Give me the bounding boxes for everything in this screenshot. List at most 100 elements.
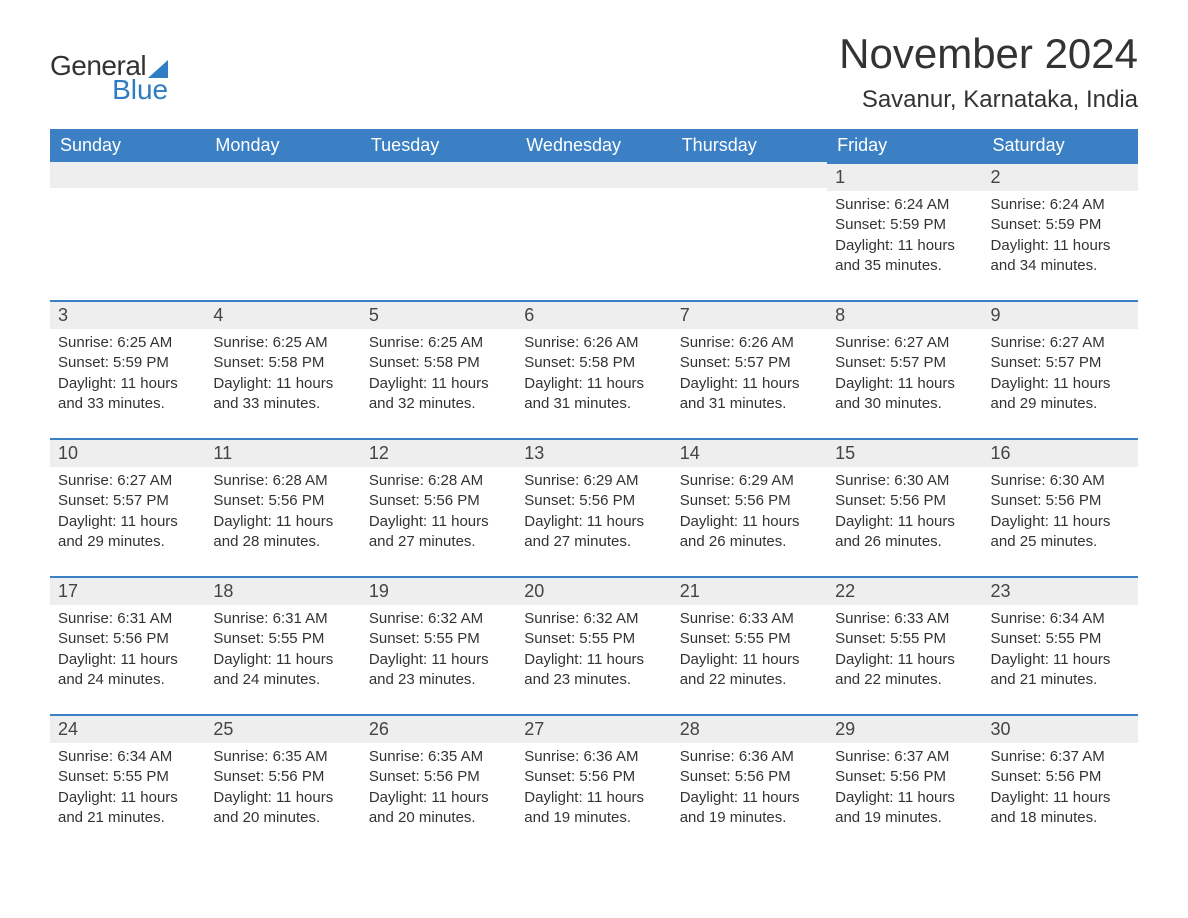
location: Savanur, Karnataka, India: [839, 86, 1138, 114]
day-details: Sunrise: 6:32 AMSunset: 5:55 PMDaylight:…: [361, 605, 516, 694]
sunrise-text: Sunrise: 6:34 AM: [58, 747, 197, 767]
weekday-header: Friday: [827, 129, 982, 162]
sunrise-text: Sunrise: 6:35 AM: [369, 747, 508, 767]
empty-day-bar: [516, 162, 671, 188]
day-details: Sunrise: 6:32 AMSunset: 5:55 PMDaylight:…: [516, 605, 671, 694]
day-details: Sunrise: 6:33 AMSunset: 5:55 PMDaylight:…: [827, 605, 982, 694]
calendar-day-cell: 7Sunrise: 6:26 AMSunset: 5:57 PMDaylight…: [672, 300, 827, 438]
sunrise-text: Sunrise: 6:27 AM: [991, 333, 1130, 353]
calendar-day-cell: 5Sunrise: 6:25 AMSunset: 5:58 PMDaylight…: [361, 300, 516, 438]
sunset-text: Sunset: 5:55 PM: [213, 629, 352, 649]
day-details: Sunrise: 6:24 AMSunset: 5:59 PMDaylight:…: [827, 191, 982, 280]
sunset-text: Sunset: 5:56 PM: [835, 767, 974, 787]
daylight-text: Daylight: 11 hours and 28 minutes.: [213, 512, 352, 553]
calendar-day-cell: 22Sunrise: 6:33 AMSunset: 5:55 PMDayligh…: [827, 576, 982, 714]
sunset-text: Sunset: 5:58 PM: [524, 353, 663, 373]
day-number: 20: [516, 576, 671, 605]
day-number: 11: [205, 438, 360, 467]
calendar-day-cell: 3Sunrise: 6:25 AMSunset: 5:59 PMDaylight…: [50, 300, 205, 438]
day-details: Sunrise: 6:31 AMSunset: 5:56 PMDaylight:…: [50, 605, 205, 694]
calendar-day-cell: 21Sunrise: 6:33 AMSunset: 5:55 PMDayligh…: [672, 576, 827, 714]
day-number: 7: [672, 300, 827, 329]
daylight-text: Daylight: 11 hours and 22 minutes.: [835, 650, 974, 691]
day-details: Sunrise: 6:37 AMSunset: 5:56 PMDaylight:…: [827, 743, 982, 832]
sunrise-text: Sunrise: 6:28 AM: [213, 471, 352, 491]
day-details: Sunrise: 6:28 AMSunset: 5:56 PMDaylight:…: [205, 467, 360, 556]
sunset-text: Sunset: 5:56 PM: [58, 629, 197, 649]
calendar-day-cell: 23Sunrise: 6:34 AMSunset: 5:55 PMDayligh…: [983, 576, 1138, 714]
sunrise-text: Sunrise: 6:37 AM: [835, 747, 974, 767]
daylight-text: Daylight: 11 hours and 23 minutes.: [369, 650, 508, 691]
weekday-header: Sunday: [50, 129, 205, 162]
sunset-text: Sunset: 5:56 PM: [991, 767, 1130, 787]
daylight-text: Daylight: 11 hours and 19 minutes.: [835, 788, 974, 829]
day-number: 17: [50, 576, 205, 605]
sunrise-text: Sunrise: 6:25 AM: [369, 333, 508, 353]
calendar-day-cell: 1Sunrise: 6:24 AMSunset: 5:59 PMDaylight…: [827, 162, 982, 300]
calendar-day-cell: 11Sunrise: 6:28 AMSunset: 5:56 PMDayligh…: [205, 438, 360, 576]
sunrise-text: Sunrise: 6:31 AM: [213, 609, 352, 629]
day-details: Sunrise: 6:27 AMSunset: 5:57 PMDaylight:…: [983, 329, 1138, 418]
sunset-text: Sunset: 5:56 PM: [369, 767, 508, 787]
sunset-text: Sunset: 5:59 PM: [58, 353, 197, 373]
header: General Blue November 2024 Savanur, Karn…: [50, 30, 1138, 114]
calendar-day-cell: 14Sunrise: 6:29 AMSunset: 5:56 PMDayligh…: [672, 438, 827, 576]
day-number: 1: [827, 162, 982, 191]
sunset-text: Sunset: 5:55 PM: [835, 629, 974, 649]
sunrise-text: Sunrise: 6:24 AM: [991, 195, 1130, 215]
sunset-text: Sunset: 5:55 PM: [680, 629, 819, 649]
calendar-day-cell: 25Sunrise: 6:35 AMSunset: 5:56 PMDayligh…: [205, 714, 360, 852]
daylight-text: Daylight: 11 hours and 20 minutes.: [369, 788, 508, 829]
day-details: Sunrise: 6:34 AMSunset: 5:55 PMDaylight:…: [50, 743, 205, 832]
calendar-day-cell: [205, 162, 360, 300]
day-details: Sunrise: 6:35 AMSunset: 5:56 PMDaylight:…: [205, 743, 360, 832]
weekday-header: Thursday: [672, 129, 827, 162]
day-details: Sunrise: 6:25 AMSunset: 5:58 PMDaylight:…: [205, 329, 360, 418]
sunrise-text: Sunrise: 6:28 AM: [369, 471, 508, 491]
sunrise-text: Sunrise: 6:30 AM: [835, 471, 974, 491]
logo: General Blue: [50, 50, 168, 106]
calendar-week-row: 24Sunrise: 6:34 AMSunset: 5:55 PMDayligh…: [50, 714, 1138, 852]
calendar-week-row: 17Sunrise: 6:31 AMSunset: 5:56 PMDayligh…: [50, 576, 1138, 714]
calendar-day-cell: [516, 162, 671, 300]
sunrise-text: Sunrise: 6:31 AM: [58, 609, 197, 629]
sunset-text: Sunset: 5:55 PM: [58, 767, 197, 787]
daylight-text: Daylight: 11 hours and 33 minutes.: [213, 374, 352, 415]
sunset-text: Sunset: 5:56 PM: [524, 491, 663, 511]
daylight-text: Daylight: 11 hours and 33 minutes.: [58, 374, 197, 415]
sunrise-text: Sunrise: 6:36 AM: [524, 747, 663, 767]
daylight-text: Daylight: 11 hours and 35 minutes.: [835, 236, 974, 277]
sunrise-text: Sunrise: 6:26 AM: [524, 333, 663, 353]
day-number: 6: [516, 300, 671, 329]
daylight-text: Daylight: 11 hours and 31 minutes.: [524, 374, 663, 415]
sunset-text: Sunset: 5:56 PM: [991, 491, 1130, 511]
month-title: November 2024: [839, 30, 1138, 78]
calendar-day-cell: 4Sunrise: 6:25 AMSunset: 5:58 PMDaylight…: [205, 300, 360, 438]
sunrise-text: Sunrise: 6:30 AM: [991, 471, 1130, 491]
sunrise-text: Sunrise: 6:37 AM: [991, 747, 1130, 767]
calendar-day-cell: 10Sunrise: 6:27 AMSunset: 5:57 PMDayligh…: [50, 438, 205, 576]
calendar-day-cell: 30Sunrise: 6:37 AMSunset: 5:56 PMDayligh…: [983, 714, 1138, 852]
day-number: 21: [672, 576, 827, 605]
day-details: Sunrise: 6:34 AMSunset: 5:55 PMDaylight:…: [983, 605, 1138, 694]
sunset-text: Sunset: 5:56 PM: [835, 491, 974, 511]
calendar-week-row: 10Sunrise: 6:27 AMSunset: 5:57 PMDayligh…: [50, 438, 1138, 576]
daylight-text: Daylight: 11 hours and 34 minutes.: [991, 236, 1130, 277]
calendar-day-cell: 8Sunrise: 6:27 AMSunset: 5:57 PMDaylight…: [827, 300, 982, 438]
daylight-text: Daylight: 11 hours and 20 minutes.: [213, 788, 352, 829]
daylight-text: Daylight: 11 hours and 24 minutes.: [213, 650, 352, 691]
daylight-text: Daylight: 11 hours and 21 minutes.: [991, 650, 1130, 691]
day-details: Sunrise: 6:27 AMSunset: 5:57 PMDaylight:…: [827, 329, 982, 418]
sunset-text: Sunset: 5:58 PM: [213, 353, 352, 373]
calendar-day-cell: 26Sunrise: 6:35 AMSunset: 5:56 PMDayligh…: [361, 714, 516, 852]
daylight-text: Daylight: 11 hours and 30 minutes.: [835, 374, 974, 415]
sunset-text: Sunset: 5:55 PM: [991, 629, 1130, 649]
day-details: Sunrise: 6:31 AMSunset: 5:55 PMDaylight:…: [205, 605, 360, 694]
day-number: 12: [361, 438, 516, 467]
day-number: 2: [983, 162, 1138, 191]
empty-day-bar: [50, 162, 205, 188]
calendar-day-cell: 16Sunrise: 6:30 AMSunset: 5:56 PMDayligh…: [983, 438, 1138, 576]
day-number: 22: [827, 576, 982, 605]
day-number: 16: [983, 438, 1138, 467]
daylight-text: Daylight: 11 hours and 21 minutes.: [58, 788, 197, 829]
